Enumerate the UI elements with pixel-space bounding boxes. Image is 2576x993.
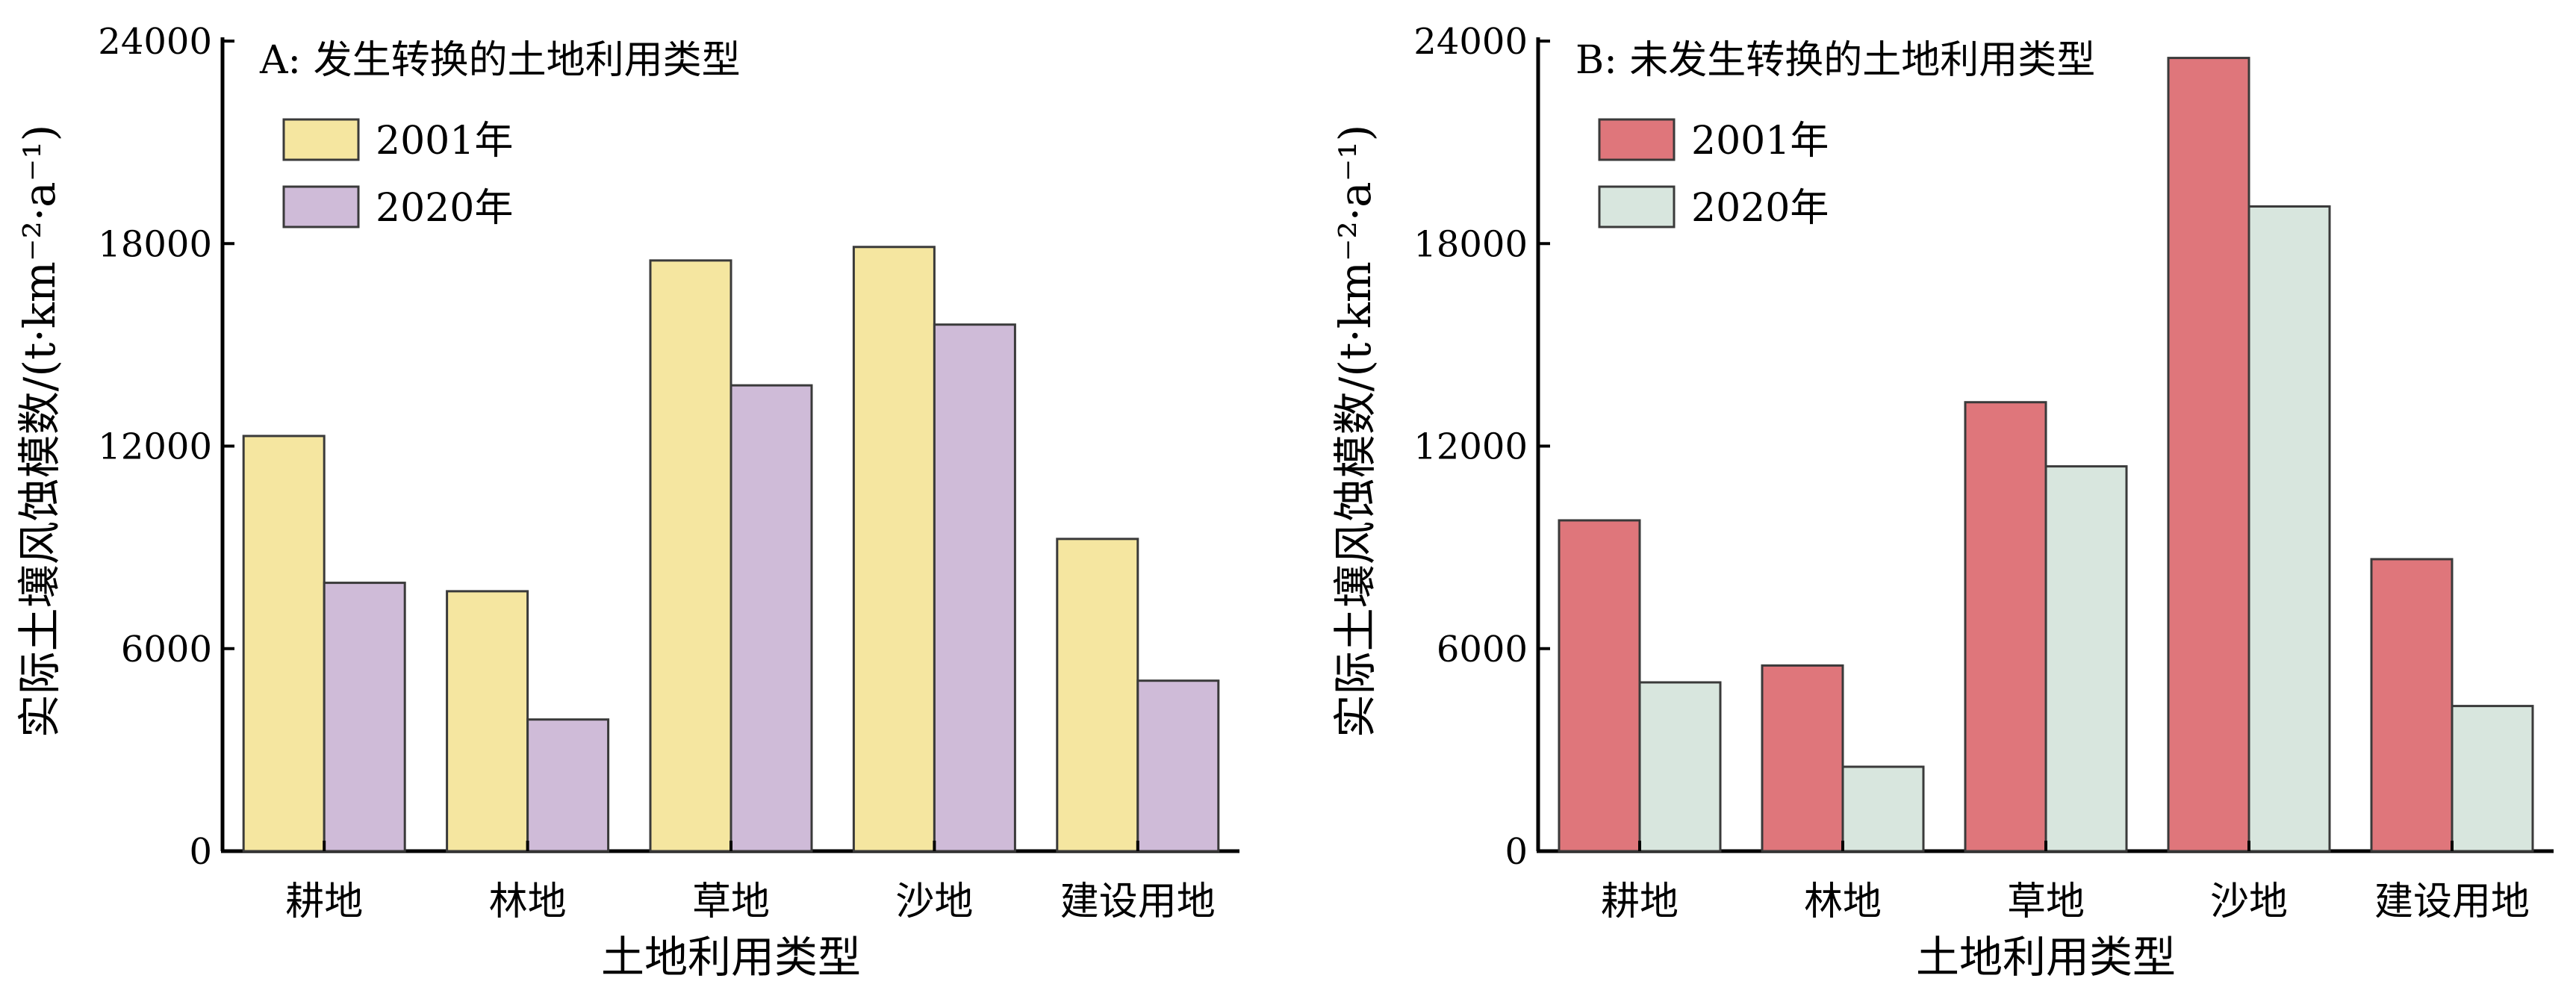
x-tick-label: 草地 (692, 880, 770, 924)
legend-label: 2020年 (1691, 186, 1829, 231)
y-tick-label: 0 (189, 831, 212, 873)
bar-2020-0 (323, 582, 406, 853)
x-tick-label: 林地 (1804, 880, 1882, 924)
legend-swatch-2001 (282, 118, 360, 161)
bar-2020-2 (2044, 465, 2128, 853)
x-axis-title: 土地利用类型 (1916, 932, 2176, 983)
x-tick-label: 沙地 (895, 880, 973, 924)
bar-2020-4 (1136, 679, 1220, 853)
legend-swatch-2001 (1598, 118, 1676, 161)
bar-2020-3 (2247, 205, 2331, 853)
bar-2001-1 (446, 590, 529, 853)
x-tick-label: 耕地 (285, 880, 363, 924)
legend-label: 2020年 (376, 186, 513, 231)
bar-2001-4 (1056, 538, 1139, 853)
x-axis-title: 土地利用类型 (601, 932, 861, 983)
bar-2020-0 (1638, 681, 1722, 853)
bar-2001-4 (2370, 558, 2454, 853)
legend-swatch-2020 (1598, 185, 1676, 228)
x-tick-label: 林地 (489, 880, 567, 924)
y-axis-title: 实际土壤风蚀模数/(t·km⁻²·a⁻¹) (1330, 125, 1381, 738)
bar-2001-0 (242, 435, 326, 853)
bar-2020-1 (526, 718, 610, 853)
y-tick-label: 18000 (98, 223, 212, 265)
legend-label: 2001年 (1691, 119, 1829, 164)
legend-label: 2001年 (376, 119, 513, 164)
y-tick-label: 12000 (1413, 426, 1528, 468)
x-tick-label: 耕地 (1601, 880, 1679, 924)
legend-swatch-2020 (282, 185, 360, 228)
bar-2001-2 (1964, 401, 2047, 853)
y-tick-label: 12000 (98, 426, 212, 468)
bar-2001-0 (1558, 519, 1641, 853)
bar-2001-2 (649, 259, 732, 853)
bar-2001-3 (852, 246, 936, 853)
bar-2020-1 (1841, 765, 1925, 853)
bar-2001-1 (1761, 664, 1844, 853)
x-tick-label: 建设用地 (1060, 880, 1216, 924)
x-tick-label: 草地 (2007, 880, 2085, 924)
y-tick-label: 24000 (1413, 21, 1528, 63)
bar-2001-3 (2167, 57, 2250, 853)
y-tick-label: 6000 (121, 629, 212, 670)
y-tick-label: 6000 (1437, 629, 1528, 670)
x-tick-label: 沙地 (2210, 880, 2288, 924)
y-tick-label: 18000 (1413, 223, 1528, 265)
y-tick-label: 24000 (98, 21, 212, 63)
x-tick-label: 建设用地 (2374, 880, 2530, 924)
y-tick-label: 0 (1505, 831, 1528, 873)
panel-title: B: 未发生转换的土地利用类型 (1575, 38, 2095, 83)
bar-2020-4 (2451, 705, 2534, 853)
y-axis-title: 实际土壤风蚀模数/(t·km⁻²·a⁻¹) (14, 125, 65, 738)
bar-2020-3 (933, 323, 1016, 853)
panel-title: A: 发生转换的土地利用类型 (259, 38, 741, 83)
bar-2020-2 (729, 384, 813, 853)
